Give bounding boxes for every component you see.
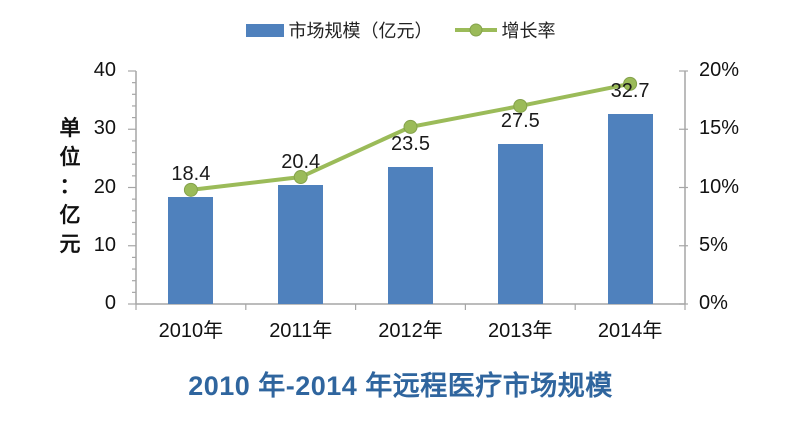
legend: 市场规模（亿元） 增长率: [0, 16, 801, 44]
bar-value-label: 23.5: [391, 133, 430, 156]
bar-2013年: [497, 143, 543, 304]
growth-marker-2014年: [623, 76, 638, 91]
category-label: 2012年: [378, 320, 443, 342]
marker-dot-icon: [469, 23, 482, 37]
bar-value-label: 32.7: [610, 79, 650, 102]
left-tick-label: 10: [93, 233, 116, 256]
left-tick-label: 0: [104, 292, 116, 314]
legend-item-market-size: 市场规模（亿元）: [245, 17, 433, 43]
right-tick-label: 20%: [699, 59, 740, 81]
left-tick-label: 20: [93, 175, 116, 198]
left-tick-label: 30: [93, 117, 116, 140]
left-axis-title-char: ：: [59, 175, 81, 198]
right-tick-label: 5%: [699, 233, 728, 256]
bar-swatch-icon: [245, 23, 284, 37]
bar-value-label: 27.5: [500, 109, 540, 132]
left-tick-label: 40: [93, 59, 116, 81]
bar-value-label: 20.4: [281, 151, 321, 174]
legend-label-market-size: 市场规模（亿元）: [288, 21, 433, 41]
left-axis-title-char: 元: [59, 233, 81, 256]
bar-2012年: [388, 167, 433, 304]
line-marker-swatch-icon: [454, 23, 497, 37]
left-axis-title-char: 单: [59, 117, 81, 140]
left-axis-title: 单位 ： 亿元: [54, 114, 86, 259]
right-tick-label: 15%: [699, 117, 740, 140]
growth-marker-2011年: [293, 170, 308, 185]
right-tick-label: 0%: [699, 292, 728, 314]
left-axis-title-char: 位: [59, 146, 81, 169]
bar-2011年: [278, 185, 324, 304]
category-label: 2013年: [488, 320, 553, 342]
bar-2014年: [607, 113, 653, 304]
legend-label-growth-rate: 增长率: [501, 21, 556, 41]
category-label: 2011年: [269, 320, 333, 342]
left-axis-title-char: 亿: [59, 204, 81, 227]
bar-value-label: 18.4: [171, 162, 211, 185]
growth-marker-2012年: [403, 119, 418, 134]
chart-title: 2010 年-2014 年远程医疗市场规模: [188, 371, 613, 401]
category-label: 2014年: [597, 320, 663, 342]
right-tick-label: 10%: [699, 175, 740, 198]
bar-2010年: [168, 196, 214, 304]
category-label: 2010年: [158, 320, 224, 342]
growth-marker-2013年: [513, 98, 528, 113]
growth-marker-2010年: [183, 182, 198, 197]
legend-item-growth-rate: 增长率: [454, 17, 556, 43]
